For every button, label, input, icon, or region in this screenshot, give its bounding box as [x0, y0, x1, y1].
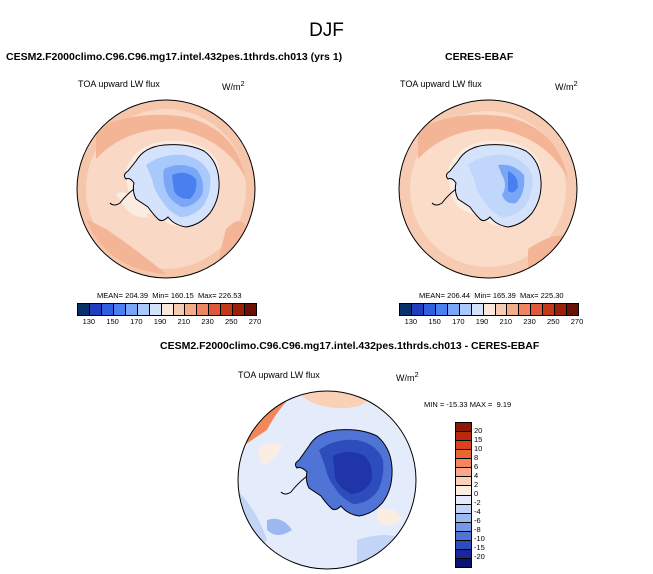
panel3-stats: MIN = -15.33 MAX = 9.19: [424, 400, 512, 409]
colorbar-tick-label: 20: [474, 426, 483, 435]
panel3-units: W/m2: [396, 370, 419, 383]
panel1-stats: MEAN= 204.39 Min= 160.15 Max= 226.53: [97, 291, 242, 300]
colorbar-swatch: [456, 441, 471, 451]
panel3-colorbar: [455, 422, 472, 568]
colorbar-swatch: [456, 495, 471, 505]
colorbar-tick-label: 270: [248, 317, 262, 326]
panel2-units: W/m2: [555, 79, 578, 92]
panel3-title: CESM2.F2000climo.C96.C96.mg17.intel.432p…: [160, 340, 540, 352]
colorbar-swatch: [209, 304, 222, 315]
panel1-variable-label: TOA upward LW flux: [78, 79, 160, 89]
colorbar-swatch: [101, 304, 114, 315]
colorbar-tick-label: 210: [177, 317, 191, 326]
colorbar-tick-label: 190: [153, 317, 167, 326]
figure-title: DJF: [309, 20, 344, 41]
colorbar-swatch: [78, 304, 90, 315]
colorbar-tick-label: 250: [225, 317, 238, 326]
colorbar-tick-label: 8: [474, 453, 479, 462]
colorbar-tick-label: 170: [452, 317, 465, 326]
colorbar-tick-label: 0: [474, 489, 479, 498]
panel3-map: [237, 390, 417, 570]
colorbar-swatch: [456, 423, 471, 433]
colorbar-swatch: [89, 304, 102, 315]
panel1-peninsula: [109, 188, 135, 206]
colorbar-tick-label: 210: [499, 317, 513, 326]
colorbar-swatch: [221, 304, 234, 315]
panel2-variable-label: TOA upward LW flux: [400, 79, 482, 89]
colorbar-tick-label: 150: [106, 317, 119, 326]
panel1-units: W/m2: [222, 79, 245, 92]
colorbar-swatch: [456, 450, 471, 460]
colorbar-tick-label: -20: [474, 552, 485, 561]
colorbar-swatch: [507, 304, 520, 315]
colorbar-swatch: [456, 531, 471, 541]
colorbar-tick-label: 150: [428, 317, 441, 326]
colorbar-swatch: [555, 304, 568, 315]
colorbar-swatch: [543, 304, 556, 315]
colorbar-swatch: [125, 304, 138, 315]
colorbar-tick-label: 230: [201, 317, 214, 326]
colorbar-swatch: [149, 304, 162, 315]
colorbar-tick-label: 6: [474, 462, 479, 471]
colorbar-swatch: [456, 477, 471, 487]
colorbar-swatch: [459, 304, 472, 315]
colorbar-swatch: [483, 304, 496, 315]
colorbar-swatch: [456, 486, 471, 496]
panel2-colorbar: [399, 303, 579, 316]
colorbar-swatch: [113, 304, 126, 315]
colorbar-swatch: [245, 304, 257, 315]
colorbar-swatch: [447, 304, 460, 315]
colorbar-swatch: [185, 304, 198, 315]
colorbar-swatch: [411, 304, 424, 315]
colorbar-swatch: [456, 522, 471, 532]
colorbar-tick-label: 10: [474, 444, 483, 453]
colorbar-swatch: [173, 304, 186, 315]
colorbar-tick-label: 4: [474, 471, 479, 480]
colorbar-swatch: [423, 304, 436, 315]
colorbar-tick-label: 230: [523, 317, 536, 326]
panel3-variable-label: TOA upward LW flux: [238, 370, 320, 380]
colorbar-tick-label: -4: [474, 507, 481, 516]
colorbar-swatch: [471, 304, 484, 315]
colorbar-tick-label: 130: [404, 317, 418, 326]
colorbar-tick-label: 250: [547, 317, 560, 326]
colorbar-swatch: [456, 432, 471, 442]
colorbar-tick-label: -8: [474, 525, 481, 534]
colorbar-tick-label: 15: [474, 435, 483, 444]
colorbar-swatch: [456, 468, 471, 478]
colorbar-tick-label: -10: [474, 534, 485, 543]
colorbar-swatch: [161, 304, 174, 315]
colorbar-swatch: [456, 459, 471, 469]
colorbar-swatch: [197, 304, 210, 315]
colorbar-tick-label: -2: [474, 498, 481, 507]
panel2-stats: MEAN= 206.44 Min= 165.39 Max= 225.30: [419, 291, 564, 300]
panel1-colorbar: [77, 303, 257, 316]
colorbar-tick-label: -15: [474, 543, 485, 552]
panel1-title: CESM2.F2000climo.C96.C96.mg17.intel.432p…: [6, 51, 343, 63]
colorbar-swatch: [435, 304, 448, 315]
colorbar-tick-label: 130: [82, 317, 96, 326]
colorbar-swatch: [531, 304, 544, 315]
colorbar-swatch: [519, 304, 532, 315]
colorbar-tick-label: 270: [570, 317, 584, 326]
colorbar-swatch: [233, 304, 246, 315]
colorbar-swatch: [456, 540, 471, 550]
colorbar-tick-label: 190: [475, 317, 489, 326]
colorbar-swatch: [400, 304, 412, 315]
colorbar-swatch: [495, 304, 508, 315]
colorbar-swatch: [456, 504, 471, 514]
panel2-title: CERES-EBAF: [445, 51, 514, 63]
colorbar-swatch: [567, 304, 579, 315]
colorbar-swatch: [456, 513, 471, 523]
colorbar-tick-label: 170: [130, 317, 143, 326]
panel2-map: [398, 99, 578, 279]
colorbar-tick-label: -6: [474, 516, 481, 525]
colorbar-tick-label: 2: [474, 480, 479, 489]
colorbar-swatch: [137, 304, 150, 315]
panel1-map: [76, 99, 256, 279]
colorbar-swatch: [456, 558, 471, 567]
colorbar-swatch: [456, 549, 471, 559]
